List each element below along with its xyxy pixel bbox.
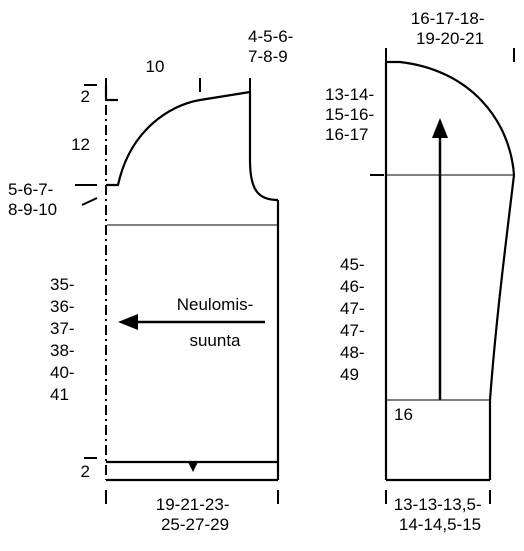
body-height-label: 35- 36- 37- 38- 40- 41 [50,275,79,404]
body-top-left-label: 2 [81,87,90,106]
schematic-diagram: 2 12 5-6-7- 8-9-10 10 4-5-6- 7-8-9 35- 3… [0,0,524,551]
body-hem-height-label: 2 [81,462,90,481]
body-hem-width-label: 19-21-23- 25-27-29 [156,495,234,534]
sleeve-cap-width-label: 16-17-18- 19-20-21 [411,9,489,48]
knitting-direction-arrow [118,314,265,330]
body-neck-depth-label: 12 [71,135,90,154]
sleeve-inner-label: 16 [394,405,413,424]
body-side-height-label: 5-6-7- 8-9-10 [8,180,58,219]
arrow-label-top: Neulomis- [177,295,254,314]
sleeve-cap-height-label: 13-14- 15-16- 16-17 [325,85,379,144]
arrow-label-bottom: suunta [189,331,241,350]
marker-triangle [188,462,198,472]
body-shoulder-label: 4-5-6- 7-8-9 [248,27,298,66]
sleeve-cuff-label: 13-13-13,5- 14-14,5-15 [394,495,487,534]
sleeve-direction-arrow [432,118,448,400]
body-neck-width-label: 10 [146,57,165,76]
sleeve-body-height-label: 45- 46- 47- 47- 48- 49 [340,255,369,384]
